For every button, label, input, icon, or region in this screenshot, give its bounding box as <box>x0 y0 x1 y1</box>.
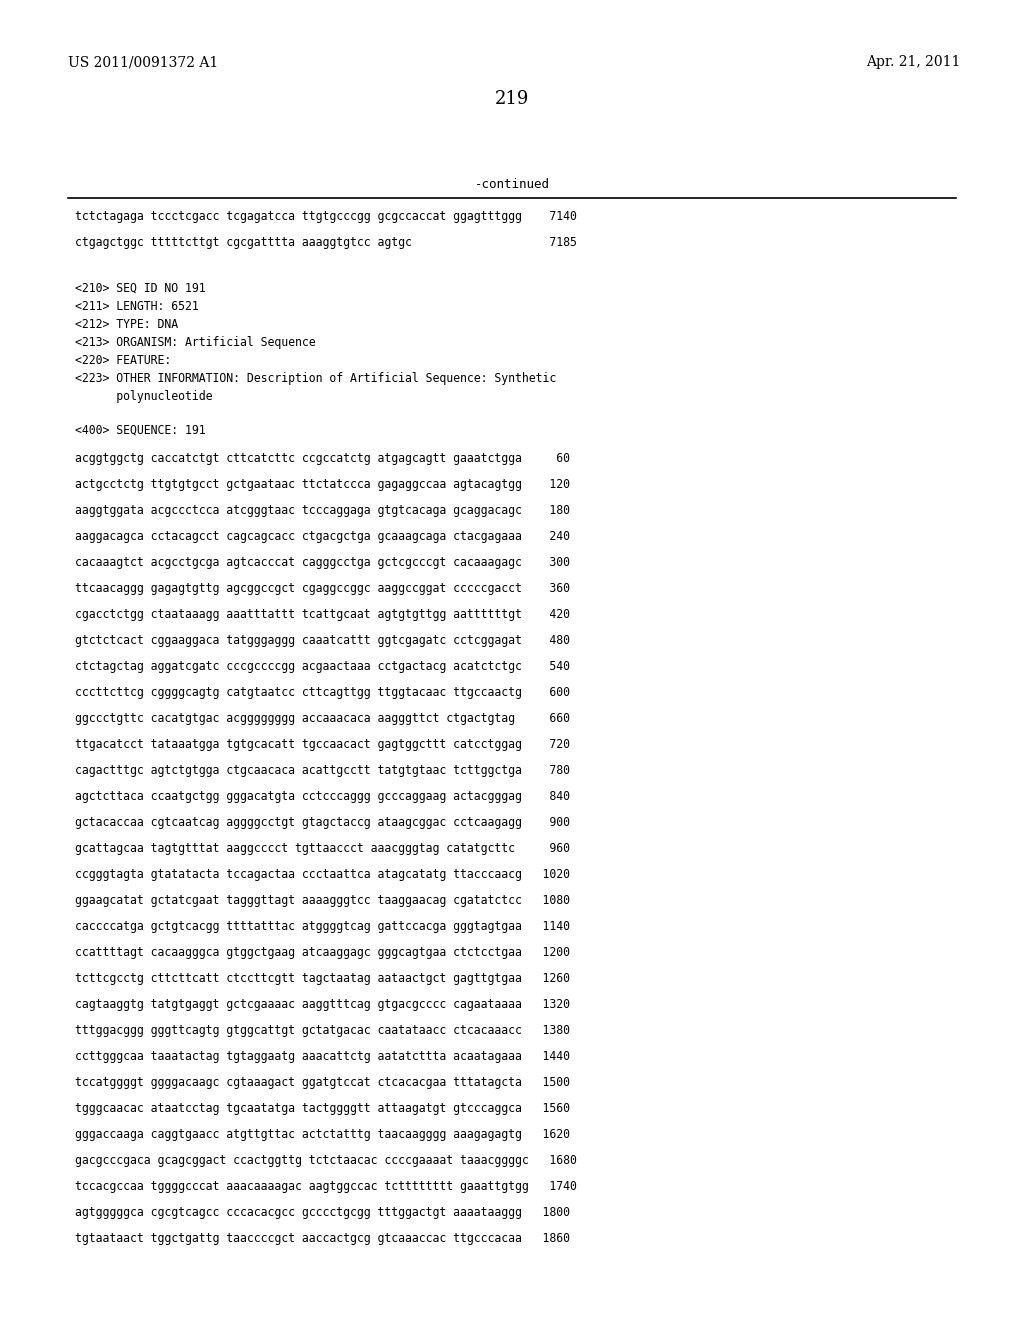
Text: agctcttaca ccaatgctgg gggacatgta cctcccaggg gcccaggaag actacgggag    840: agctcttaca ccaatgctgg gggacatgta cctccca… <box>75 789 570 803</box>
Text: tctctagaga tccctcgacc tcgagatcca ttgtgcccgg gcgccaccat ggagtttggg    7140: tctctagaga tccctcgacc tcgagatcca ttgtgcc… <box>75 210 577 223</box>
Text: US 2011/0091372 A1: US 2011/0091372 A1 <box>68 55 218 69</box>
Text: <212> TYPE: DNA: <212> TYPE: DNA <box>75 318 178 331</box>
Text: gggaccaaga caggtgaacc atgttgttac actctatttg taacaagggg aaagagagtg   1620: gggaccaaga caggtgaacc atgttgttac actctat… <box>75 1129 570 1140</box>
Text: Apr. 21, 2011: Apr. 21, 2011 <box>865 55 961 69</box>
Text: actgcctctg ttgtgtgcct gctgaataac ttctatccca gagaggccaa agtacagtgg    120: actgcctctg ttgtgtgcct gctgaataac ttctatc… <box>75 478 570 491</box>
Text: tccacgccaa tggggcccat aaacaaaagac aagtggccac tctttttttt gaaattgtgg   1740: tccacgccaa tggggcccat aaacaaaagac aagtgg… <box>75 1180 577 1193</box>
Text: tccatggggt ggggacaagc cgtaaagact ggatgtccat ctcacacgaa tttatagcta   1500: tccatggggt ggggacaagc cgtaaagact ggatgtc… <box>75 1076 570 1089</box>
Text: polynucleotide: polynucleotide <box>75 389 213 403</box>
Text: <211> LENGTH: 6521: <211> LENGTH: 6521 <box>75 300 199 313</box>
Text: <210> SEQ ID NO 191: <210> SEQ ID NO 191 <box>75 282 206 294</box>
Text: ttcaacaggg gagagtgttg agcggccgct cgaggccggc aaggccggat cccccgacct    360: ttcaacaggg gagagtgttg agcggccgct cgaggcc… <box>75 582 570 595</box>
Text: cagactttgc agtctgtgga ctgcaacaca acattgcctt tatgtgtaac tcttggctga    780: cagactttgc agtctgtgga ctgcaacaca acattgc… <box>75 764 570 777</box>
Text: ctgagctggc tttttcttgt cgcgatttta aaaggtgtcc agtgc                    7185: ctgagctggc tttttcttgt cgcgatttta aaaggtg… <box>75 236 577 249</box>
Text: ggaagcatat gctatcgaat tagggttagt aaaagggtcc taaggaacag cgatatctcc   1080: ggaagcatat gctatcgaat tagggttagt aaaaggg… <box>75 894 570 907</box>
Text: ctctagctag aggatcgatc cccgccccgg acgaactaaa cctgactacg acatctctgc    540: ctctagctag aggatcgatc cccgccccgg acgaact… <box>75 660 570 673</box>
Text: caccccatga gctgtcacgg ttttatttac atggggtcag gattccacga gggtagtgaa   1140: caccccatga gctgtcacgg ttttatttac atggggt… <box>75 920 570 933</box>
Text: <400> SEQUENCE: 191: <400> SEQUENCE: 191 <box>75 424 206 437</box>
Text: cccttcttcg cggggcagtg catgtaatcc cttcagttgg ttggtacaac ttgccaactg    600: cccttcttcg cggggcagtg catgtaatcc cttcagt… <box>75 686 570 700</box>
Text: <223> OTHER INFORMATION: Description of Artificial Sequence: Synthetic: <223> OTHER INFORMATION: Description of … <box>75 372 556 385</box>
Text: tttggacggg gggttcagtg gtggcattgt gctatgacac caatataacc ctcacaaacc   1380: tttggacggg gggttcagtg gtggcattgt gctatga… <box>75 1024 570 1038</box>
Text: ccattttagt cacaagggca gtggctgaag atcaaggagc gggcagtgaa ctctcctgaa   1200: ccattttagt cacaagggca gtggctgaag atcaagg… <box>75 946 570 960</box>
Text: gacgcccgaca gcagcggact ccactggttg tctctaacac ccccgaaaat taaacggggc   1680: gacgcccgaca gcagcggact ccactggttg tctcta… <box>75 1154 577 1167</box>
Text: tgggcaacac ataatcctag tgcaatatga tactggggtt attaagatgt gtcccaggca   1560: tgggcaacac ataatcctag tgcaatatga tactggg… <box>75 1102 570 1115</box>
Text: tgtaataact tggctgattg taaccccgct aaccactgcg gtcaaaccac ttgcccacaa   1860: tgtaataact tggctgattg taaccccgct aaccact… <box>75 1232 570 1245</box>
Text: ttgacatcct tataaatgga tgtgcacatt tgccaacact gagtggcttt catcctggag    720: ttgacatcct tataaatgga tgtgcacatt tgccaac… <box>75 738 570 751</box>
Text: <220> FEATURE:: <220> FEATURE: <box>75 354 171 367</box>
Text: <213> ORGANISM: Artificial Sequence: <213> ORGANISM: Artificial Sequence <box>75 337 315 348</box>
Text: -continued: -continued <box>474 178 550 191</box>
Text: 219: 219 <box>495 90 529 108</box>
Text: gcattagcaa tagtgtttat aaggcccct tgttaaccct aaacgggtag catatgcttc     960: gcattagcaa tagtgtttat aaggcccct tgttaacc… <box>75 842 570 855</box>
Text: cagtaaggtg tatgtgaggt gctcgaaaac aaggtttcag gtgacgcccc cagaataaaa   1320: cagtaaggtg tatgtgaggt gctcgaaaac aaggttt… <box>75 998 570 1011</box>
Text: ccgggtagta gtatatacta tccagactaa ccctaattca atagcatatg ttacccaacg   1020: ccgggtagta gtatatacta tccagactaa ccctaat… <box>75 869 570 880</box>
Text: gctacaccaa cgtcaatcag aggggcctgt gtagctaccg ataagcggac cctcaagagg    900: gctacaccaa cgtcaatcag aggggcctgt gtagcta… <box>75 816 570 829</box>
Text: gtctctcact cggaaggaca tatgggaggg caaatcattt ggtcgagatc cctcggagat    480: gtctctcact cggaaggaca tatgggaggg caaatca… <box>75 634 570 647</box>
Text: aaggacagca cctacagcct cagcagcacc ctgacgctga gcaaagcaga ctacgagaaa    240: aaggacagca cctacagcct cagcagcacc ctgacgc… <box>75 531 570 543</box>
Text: cgacctctgg ctaataaagg aaatttattt tcattgcaat agtgtgttgg aattttttgt    420: cgacctctgg ctaataaagg aaatttattt tcattgc… <box>75 609 570 620</box>
Text: ccttgggcaa taaatactag tgtaggaatg aaacattctg aatatcttta acaatagaaa   1440: ccttgggcaa taaatactag tgtaggaatg aaacatt… <box>75 1049 570 1063</box>
Text: aaggtggata acgccctcca atcgggtaac tcccaggaga gtgtcacaga gcaggacagc    180: aaggtggata acgccctcca atcgggtaac tcccagg… <box>75 504 570 517</box>
Text: cacaaagtct acgcctgcga agtcacccat cagggcctga gctcgcccgt cacaaagagc    300: cacaaagtct acgcctgcga agtcacccat cagggcc… <box>75 556 570 569</box>
Text: tcttcgcctg cttcttcatt ctccttcgtt tagctaatag aataactgct gagttgtgaa   1260: tcttcgcctg cttcttcatt ctccttcgtt tagctaa… <box>75 972 570 985</box>
Text: acggtggctg caccatctgt cttcatcttc ccgccatctg atgagcagtt gaaatctgga     60: acggtggctg caccatctgt cttcatcttc ccgccat… <box>75 451 570 465</box>
Text: agtgggggca cgcgtcagcc cccacacgcc gcccctgcgg tttggactgt aaaataaggg   1800: agtgggggca cgcgtcagcc cccacacgcc gcccctg… <box>75 1206 570 1218</box>
Text: ggccctgttc cacatgtgac acgggggggg accaaacaca aagggttct ctgactgtag     660: ggccctgttc cacatgtgac acgggggggg accaaac… <box>75 711 570 725</box>
